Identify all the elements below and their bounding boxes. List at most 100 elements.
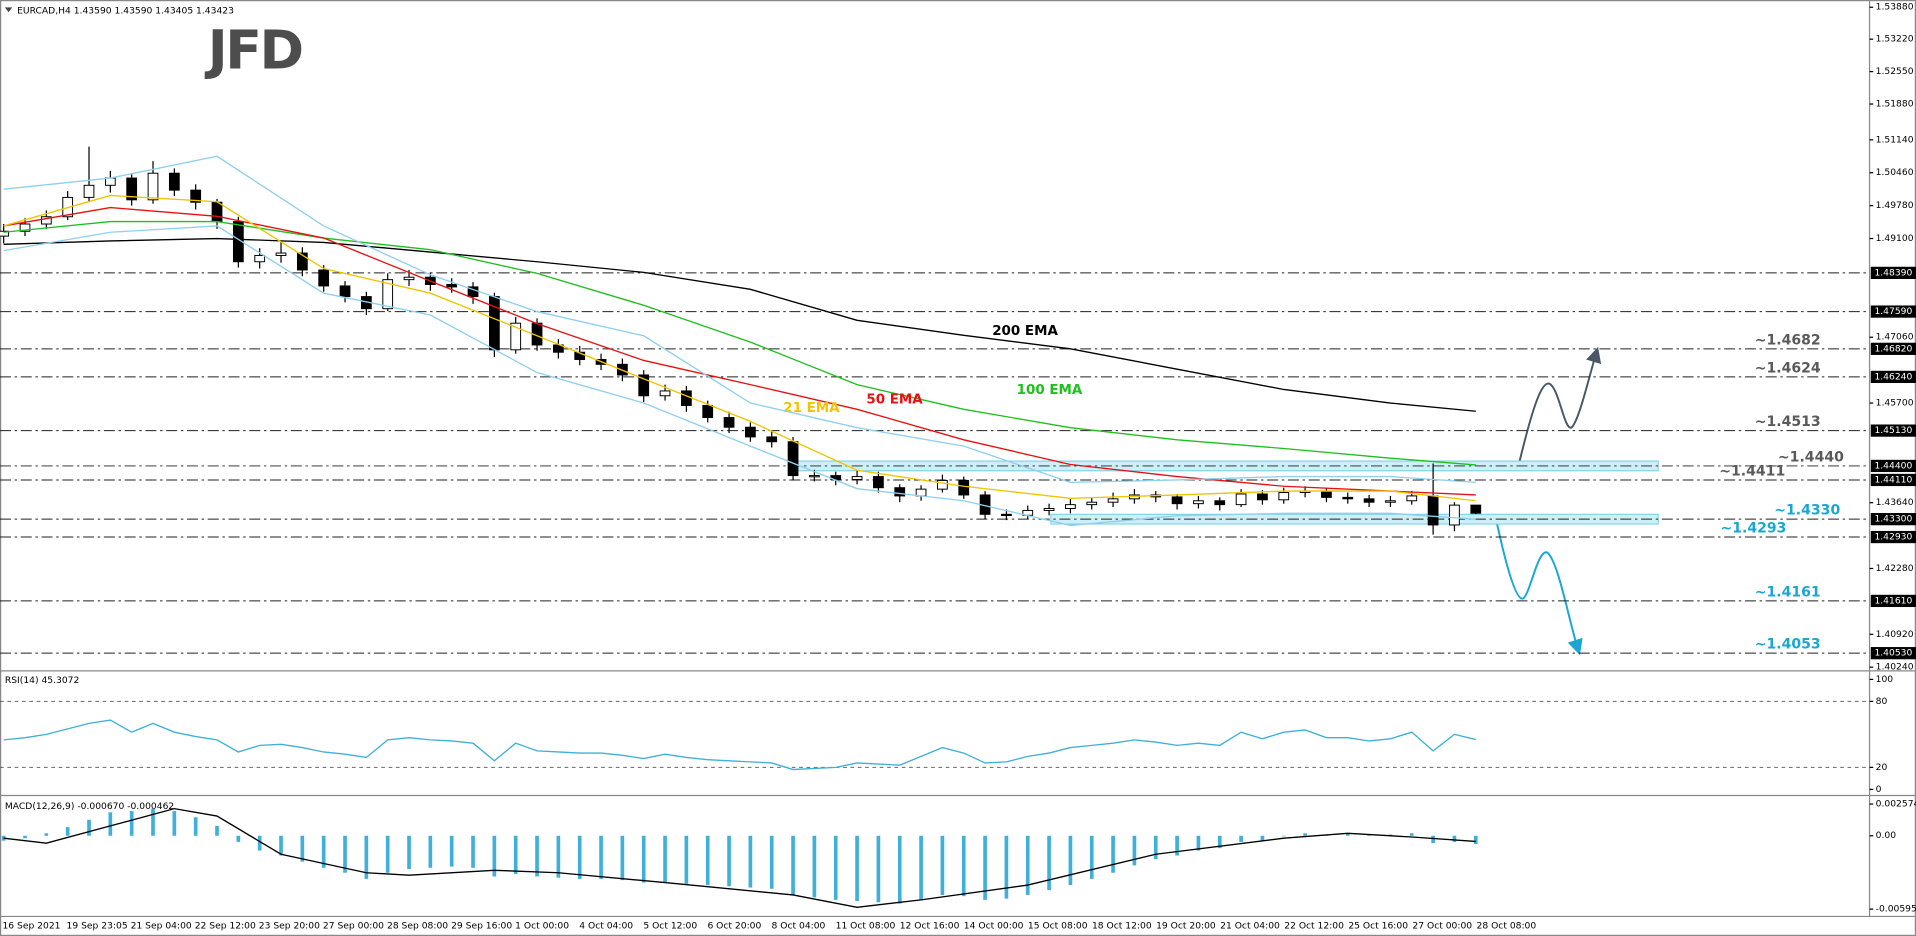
x-tick-label: 12 Oct 16:00 bbox=[900, 921, 960, 932]
panel-title: RSI(14) 45.3072 bbox=[5, 675, 79, 686]
y-tick-label: 1.42280 bbox=[1876, 563, 1914, 574]
candle-body bbox=[1065, 504, 1076, 509]
x-tick-label: 4 Oct 04:00 bbox=[579, 921, 633, 932]
histogram-bar bbox=[23, 835, 27, 839]
series-line bbox=[3, 719, 1476, 771]
level-label: 1.44400 bbox=[1874, 460, 1912, 471]
histogram-bar bbox=[684, 835, 689, 884]
candle-body bbox=[446, 284, 458, 288]
series-label: 21 EMA bbox=[783, 401, 840, 416]
x-tick-label: 28 Sep 08:00 bbox=[387, 921, 448, 932]
candle-body bbox=[339, 285, 351, 298]
level-note: ~1.4053 bbox=[1755, 637, 1821, 653]
level-note: ~1.4161 bbox=[1755, 584, 1821, 600]
histogram-bar bbox=[492, 835, 497, 877]
y-tick-label: 1.47060 bbox=[1876, 332, 1914, 343]
level-note: ~1.4624 bbox=[1755, 360, 1821, 376]
x-tick-label: 29 Sep 16:00 bbox=[451, 921, 512, 932]
histogram-bar bbox=[727, 835, 731, 887]
histogram-bar bbox=[748, 835, 753, 888]
x-tick-label: 5 Oct 12:00 bbox=[643, 921, 697, 932]
histogram-bar bbox=[65, 827, 70, 836]
candle-body bbox=[40, 216, 52, 225]
candle-body bbox=[1107, 498, 1119, 503]
candle-body bbox=[745, 426, 756, 438]
histogram-bar bbox=[449, 835, 454, 867]
histogram-bar bbox=[1025, 835, 1030, 895]
panel-title: MACD(12,26,9) -0.000670 -0.000462 bbox=[5, 801, 174, 812]
candle-body bbox=[318, 269, 330, 287]
menu-arrow[interactable] bbox=[4, 7, 13, 13]
y-tick-label: 1.49100 bbox=[1876, 233, 1914, 244]
candle-body bbox=[958, 479, 970, 496]
level-label: 1.48390 bbox=[1874, 267, 1912, 278]
x-tick-label: 6 Oct 20:00 bbox=[707, 921, 761, 932]
series-line bbox=[3, 220, 1476, 466]
candle-body bbox=[1278, 492, 1290, 501]
candle-body bbox=[702, 404, 714, 419]
candle-body bbox=[254, 254, 266, 263]
candle-body bbox=[1001, 513, 1012, 517]
candle-body bbox=[232, 221, 244, 263]
histogram-bar bbox=[1089, 835, 1094, 879]
series-line bbox=[3, 225, 1476, 527]
histogram-bar bbox=[172, 811, 177, 836]
histogram-bar bbox=[300, 835, 305, 862]
level-label: 1.41610 bbox=[1874, 595, 1912, 606]
x-tick-label: 22 Oct 12:00 bbox=[1284, 921, 1344, 932]
histogram-bar bbox=[129, 811, 134, 836]
level-label: 1.44110 bbox=[1874, 474, 1912, 485]
level-label-box bbox=[1870, 370, 1916, 384]
histogram-bar bbox=[855, 835, 859, 902]
level-label-box bbox=[1870, 305, 1916, 318]
level-label-box bbox=[1870, 424, 1916, 437]
level-note: ~1.4293 bbox=[1720, 520, 1786, 536]
level-label: 1.46820 bbox=[1874, 343, 1912, 354]
histogram-bar bbox=[897, 835, 902, 904]
candle-body bbox=[873, 476, 884, 489]
histogram-bar bbox=[940, 835, 945, 895]
x-tick-label: 28 Oct 08:00 bbox=[1477, 921, 1537, 932]
y-tick-label: 1.49780 bbox=[1876, 200, 1914, 211]
histogram-bar bbox=[1345, 833, 1350, 836]
candle-body bbox=[1470, 504, 1482, 514]
x-tick-label: 21 Oct 04:00 bbox=[1220, 921, 1280, 932]
histogram-bar bbox=[108, 812, 113, 836]
candle-body bbox=[403, 276, 415, 281]
candle-body bbox=[510, 322, 522, 351]
histogram-bar bbox=[1260, 835, 1265, 841]
candle-body bbox=[296, 252, 308, 271]
histogram-bar bbox=[428, 835, 433, 868]
histogram-bar bbox=[193, 817, 198, 836]
histogram-bar bbox=[1217, 835, 1222, 849]
y-tick-label: 20 bbox=[1876, 762, 1888, 773]
level-label-box bbox=[1870, 473, 1916, 487]
candle-body bbox=[894, 487, 906, 497]
candle-body bbox=[1363, 498, 1375, 503]
y-tick-label: 1.40240 bbox=[1876, 662, 1914, 673]
level-label-box bbox=[1870, 530, 1916, 544]
histogram-bar bbox=[599, 835, 603, 879]
candle-body bbox=[638, 374, 650, 397]
level-label: 1.47590 bbox=[1874, 306, 1912, 317]
histogram-bar bbox=[44, 833, 49, 836]
y-tick-label: 1.53880 bbox=[1876, 2, 1914, 13]
histogram-bar bbox=[279, 835, 283, 856]
candle-body bbox=[937, 479, 948, 490]
candle-body bbox=[211, 201, 223, 223]
candle-body bbox=[147, 172, 159, 201]
y-tick-label: 0.002574 bbox=[1876, 799, 1916, 810]
histogram-bar bbox=[1068, 835, 1073, 886]
level-label: 1.46240 bbox=[1874, 371, 1912, 382]
series-label: 200 EMA bbox=[992, 324, 1058, 339]
y-tick-label: 1.51880 bbox=[1876, 99, 1914, 110]
level-label-box bbox=[1870, 647, 1916, 660]
level-note: ~1.4440 bbox=[1778, 449, 1844, 465]
histogram-bar bbox=[1132, 835, 1137, 866]
candle-body bbox=[574, 351, 586, 360]
level-label-box bbox=[1870, 342, 1916, 355]
candle-body bbox=[1171, 496, 1183, 505]
x-tick-label: 22 Sep 12:00 bbox=[195, 921, 256, 932]
histogram-bar bbox=[257, 835, 262, 851]
